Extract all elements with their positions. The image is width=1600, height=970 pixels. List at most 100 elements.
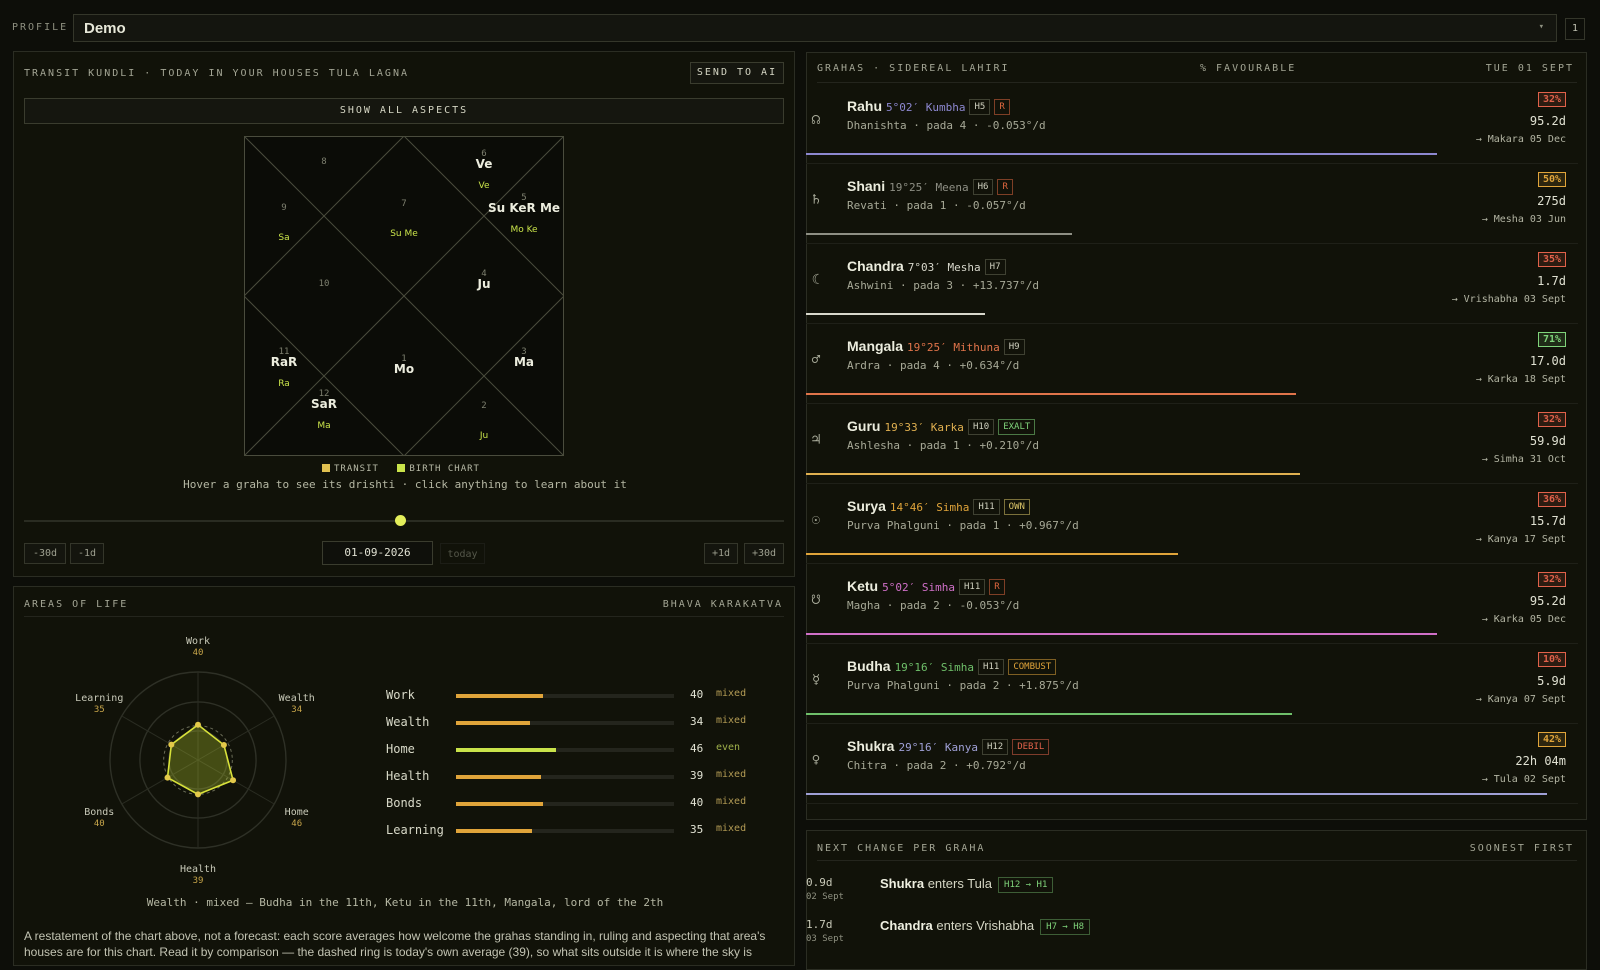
area-bar-fill: [456, 802, 544, 806]
graha-duration: 95.2d: [1529, 114, 1566, 128]
graha-next-sign: → Tula 02 Sept: [1481, 774, 1566, 785]
areas-subtitle: BHAVA KARAKATVA: [662, 599, 783, 610]
house-5[interactable]: 5Su KeR Me Mo Ke: [488, 193, 560, 235]
radar-point[interactable]: [230, 777, 237, 784]
next-change-row[interactable]: 0.9d 02 Sept Shukra enters Tula H12 → H1: [806, 868, 1578, 908]
transit-grahas[interactable]: Ma: [514, 355, 534, 369]
graha-favourable-badge: 42%: [1537, 732, 1566, 747]
birth-grahas[interactable]: Ra: [278, 379, 290, 389]
birth-grahas[interactable]: Ve: [479, 181, 490, 191]
graha-favourable-badge: 50%: [1537, 172, 1566, 187]
house-number: 1: [401, 354, 406, 364]
house-10[interactable]: 10: [319, 279, 330, 289]
house-2[interactable]: 2 Ju: [479, 401, 488, 441]
area-label: Work: [386, 688, 415, 702]
date-input[interactable]: 01-09-2026: [322, 541, 433, 565]
area-row-home[interactable]: Home 46 even: [386, 742, 756, 758]
graha-house-tag: H10: [967, 419, 995, 435]
graha-status-tag: R: [994, 99, 1010, 115]
today-button[interactable]: today: [440, 543, 485, 564]
plus-30d-button[interactable]: +30d: [744, 543, 784, 564]
graha-row-shukra[interactable]: ♀ Shukra 29°16′ Kanya H12 DEBIL Chitra · pada…: [806, 724, 1578, 804]
area-bar-track: [456, 694, 674, 698]
graha-favourable-badge: 32%: [1537, 92, 1566, 107]
graha-row-chandra[interactable]: ☾ Chandra 7°03′ Mesha H7 Ashwini · pada 3 · …: [806, 244, 1578, 324]
area-row-health[interactable]: Health 39 mixed: [386, 769, 756, 785]
graha-details: Chitra · pada 2 · +0.792°/d: [847, 759, 1026, 772]
area-row-work[interactable]: Work 40 mixed: [386, 688, 756, 704]
radar-point[interactable]: [164, 774, 171, 781]
area-status: mixed: [716, 688, 747, 699]
divider: [24, 616, 784, 617]
graha-duration: 5.9d: [1537, 674, 1566, 688]
birth-grahas[interactable]: Sa: [278, 233, 289, 243]
graha-row-guru[interactable]: ♃ Guru 19°33′ Karka H10 EXALT Ashlesha · pada…: [806, 404, 1578, 484]
area-row-learning[interactable]: Learning 35 mixed: [386, 823, 756, 839]
profile-select[interactable]: Demo ▾: [73, 14, 1557, 42]
transit-grahas[interactable]: RaR: [271, 355, 298, 369]
house-3[interactable]: 3Ma: [514, 347, 534, 369]
house-4[interactable]: 4Ju: [476, 269, 490, 291]
radar-score: 40: [193, 648, 204, 658]
mangala-icon: ♂: [811, 352, 821, 368]
house-9[interactable]: 9 Sa: [278, 203, 289, 243]
legend-transit-swatch: [322, 464, 330, 472]
chandra-icon: ☾: [811, 272, 821, 288]
minus-1d-button[interactable]: -1d: [70, 543, 104, 564]
area-bar-track: [456, 829, 674, 833]
house-1[interactable]: 1Mo: [394, 354, 414, 376]
plus-1d-button[interactable]: +1d: [704, 543, 738, 564]
graha-duration: 17.0d: [1529, 354, 1566, 368]
date-slider-handle[interactable]: [395, 515, 406, 526]
graha-row-mangala[interactable]: ♂ Mangala 19°25′ Mithuna H9 Ardra · pada 4 ·…: [806, 324, 1578, 404]
transit-grahas[interactable]: Ju: [476, 277, 490, 291]
house-change-tag: H7 → H8: [1040, 919, 1091, 935]
next-change-row[interactable]: 1.7d 03 Sept Chandra enters Vrishabha H7 → …: [806, 910, 1578, 950]
graha-name: Shani 19°25′ Meena H6 R: [847, 178, 1013, 195]
area-row-wealth[interactable]: Wealth 34 mixed: [386, 715, 756, 731]
graha-row-ketu[interactable]: ☋ Ketu 5°02′ Simha H11 R Magha · pada 2 · -0.…: [806, 564, 1578, 644]
graha-house-tag: H11: [958, 579, 986, 595]
graha-next-sign: → Simha 31 Oct: [1481, 454, 1566, 465]
graha-progress-line: [806, 473, 1300, 475]
transit-grahas[interactable]: Mo: [394, 362, 414, 376]
graha-position: 19°33′ Karka: [884, 421, 964, 434]
next-change-duration: 0.9d: [806, 876, 833, 889]
profile-count-badge[interactable]: 1: [1565, 18, 1585, 40]
birth-grahas[interactable]: Ma: [317, 421, 330, 431]
radar-point[interactable]: [195, 721, 201, 728]
area-score: 35: [690, 823, 704, 836]
minus-30d-button[interactable]: -30d: [24, 543, 66, 564]
birth-grahas[interactable]: Ju: [479, 431, 488, 441]
radar-point[interactable]: [220, 742, 227, 749]
area-row-bonds[interactable]: Bonds 40 mixed: [386, 796, 756, 812]
radar-point[interactable]: [195, 791, 201, 798]
radar-point[interactable]: [168, 741, 175, 748]
house-number: 10: [319, 279, 330, 289]
next-change-text: Shukra enters Tula H12 → H1: [880, 876, 1054, 893]
graha-house-tag: H11: [973, 499, 1000, 515]
transit-grahas[interactable]: Ve: [476, 157, 493, 171]
birth-grahas[interactable]: Su Me: [390, 229, 418, 239]
graha-status-tag: DEBIL: [1012, 739, 1050, 755]
house-number: 7: [401, 199, 406, 209]
graha-row-rahu[interactable]: ☊ Rahu 5°02′ Kumbha H5 R Dhanishta · pada 4 ·…: [806, 84, 1578, 164]
house-8[interactable]: 8: [321, 157, 326, 167]
graha-row-budha[interactable]: ☿ Budha 19°16′ Simha H11 COMBUST Purva Phalgu…: [806, 644, 1578, 724]
house-7[interactable]: 7 Su Me: [390, 199, 418, 239]
send-to-ai-button[interactable]: SEND TO AI: [690, 62, 784, 84]
transit-grahas[interactable]: Su KeR Me: [488, 201, 560, 215]
graha-next-sign: → Karka 05 Dec: [1481, 614, 1566, 625]
show-all-aspects-button[interactable]: SHOW ALL ASPECTS: [24, 98, 784, 124]
transit-grahas[interactable]: SaR: [311, 397, 337, 411]
graha-row-shani[interactable]: ♄ Shani 19°25′ Meena H6 R Revati · pada 1 · -…: [806, 164, 1578, 244]
birth-grahas[interactable]: Mo Ke: [510, 225, 538, 235]
graha-position: 5°02′ Kumbha: [886, 101, 966, 114]
graha-row-surya[interactable]: ☉ Surya 14°46′ Simha H11 OWN Purva Phalguni ·…: [806, 484, 1578, 564]
graha-position: 14°46′ Simha: [889, 501, 970, 514]
graha-favourable-badge: 71%: [1537, 332, 1566, 347]
